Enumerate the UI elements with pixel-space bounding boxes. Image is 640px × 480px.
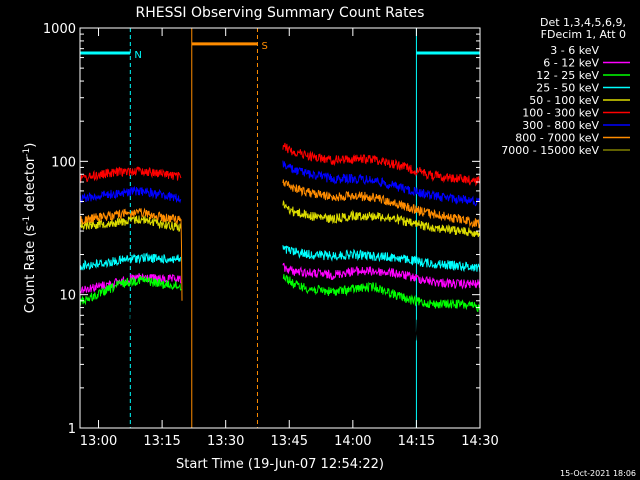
x-tick-label-5: 14:15 [398, 434, 435, 449]
y-label-part: Count Rate (s [23, 225, 38, 314]
series-2-segment-0 [79, 276, 182, 306]
legend-label-6: 300 - 800 keV [522, 119, 599, 132]
x-tick-label-1: 13:15 [143, 434, 180, 449]
series-3-segment-1 [282, 245, 481, 273]
series-0-segment-1 [282, 284, 481, 356]
legend-label-7: 800 - 7000 keV [515, 132, 599, 145]
legend: Det 1,3,4,5,6,9,FDecim 1, Att 0 3 - 6 keV… [501, 16, 630, 157]
x-tick-label-6: 14:30 [461, 434, 498, 449]
legend-label-5: 100 - 300 keV [522, 107, 599, 120]
x-tick-label-2: 13:30 [207, 434, 244, 449]
legend-label-4: 50 - 100 keV [529, 94, 599, 107]
y-label-part: ) [23, 143, 38, 148]
legend-label-3: 25 - 50 keV [536, 82, 599, 95]
series-5-segment-0 [79, 166, 182, 184]
x-axis-label: Start Time (19-Jun-07 12:54:22) [176, 457, 384, 472]
series-6-segment-0 [79, 185, 182, 204]
y-label-part: -1 [22, 216, 32, 225]
footer-timestamp: 15-Oct-2021 18:06 [560, 469, 636, 478]
legend-header-1: FDecim 1, Att 0 [541, 28, 626, 41]
legend-label-1: 6 - 12 keV [543, 57, 599, 70]
attenuator-label-0: N [134, 50, 141, 61]
series-7-segment-0 [79, 207, 183, 301]
legend-label-2: 12 - 25 keV [536, 69, 599, 82]
series-1-segment-0 [79, 272, 182, 295]
y-axis-label: Count Rate (s-1 detector-1) [22, 143, 38, 314]
y-tick-label-2: 100 [51, 155, 76, 170]
legend-header-0: Det 1,3,4,5,6,9, [540, 16, 626, 29]
x-tick-label-4: 14:00 [334, 434, 371, 449]
x-tick-label-3: 13:45 [271, 434, 308, 449]
y-label-part: -1 [22, 148, 32, 157]
series-6-segment-1 [282, 160, 481, 207]
series-0-segment-0 [79, 299, 182, 347]
chart-title: RHESSI Observing Summary Count Rates [136, 5, 425, 21]
plot-frame [79, 27, 481, 429]
legend-label-8: 7000 - 15000 keV [501, 144, 599, 157]
series-5-segment-1 [282, 142, 481, 187]
y-tick-label-1: 10 [59, 289, 76, 304]
series-3-segment-0 [79, 252, 182, 271]
series-7-segment-1 [282, 179, 481, 229]
plot-marks: NS [79, 28, 481, 428]
series-1-segment-1 [282, 262, 481, 290]
x-axis: 13:00 13:15 13:30 13:45 14:00 14:15 14:30 [80, 28, 499, 449]
series-4-segment-1 [282, 199, 481, 238]
y-tick-label-0: 1 [68, 422, 76, 437]
y-axis: 1 10 100 1000 [43, 22, 480, 437]
series-2-segment-1 [282, 274, 481, 313]
legend-label-0: 3 - 6 keV [550, 44, 599, 57]
y-tick-label-3: 1000 [43, 22, 76, 37]
attenuator-label-1: S [261, 41, 267, 52]
x-tick-label-0: 13:00 [80, 434, 117, 449]
y-label-part: detector [23, 156, 38, 216]
